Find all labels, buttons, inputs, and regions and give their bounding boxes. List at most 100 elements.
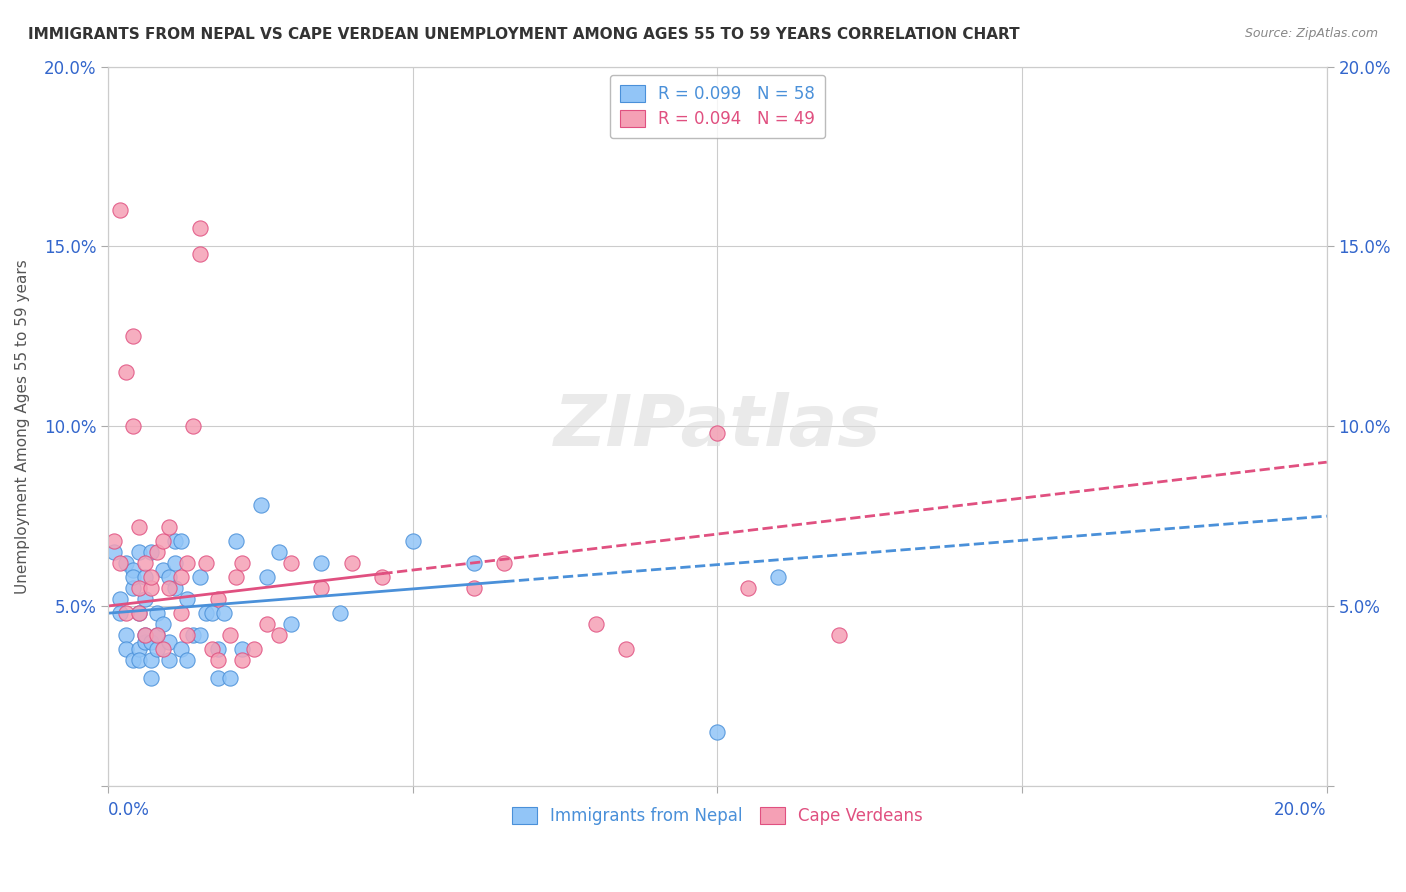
Point [176,653,198,667]
Point [134,628,156,642]
Point [110,556,132,570]
Point [170,570,193,584]
Point [110,591,132,606]
Point [152,617,174,632]
Point [121,329,143,343]
Point [201,642,224,657]
Point [146,628,169,642]
Point [188,221,211,235]
Point [188,246,211,260]
Point [201,606,224,620]
Point [828,628,851,642]
Point [115,606,138,620]
Point [134,628,156,642]
Point [231,556,253,570]
Point [121,563,143,577]
Point [207,591,229,606]
Point [128,581,150,595]
Point [115,556,138,570]
Point [207,642,229,657]
Point [103,545,125,559]
Text: IMMIGRANTS FROM NEPAL VS CAPE VERDEAN UNEMPLOYMENT AMONG AGES 55 TO 59 YEARS COR: IMMIGRANTS FROM NEPAL VS CAPE VERDEAN UN… [28,27,1019,42]
Point [157,635,180,649]
Point [115,365,138,379]
Point [706,426,728,441]
Point [371,570,394,584]
Point [139,545,162,559]
Point [128,606,150,620]
Point [249,498,271,512]
Point [146,545,169,559]
Point [176,556,198,570]
Point [207,671,229,685]
Point [463,556,485,570]
Point [280,617,302,632]
Point [157,581,180,595]
Point [188,628,211,642]
Legend: Immigrants from Nepal, Cape Verdeans: Immigrants from Nepal, Cape Verdeans [502,797,932,835]
Point [128,642,150,657]
Point [170,642,193,657]
Point [176,591,198,606]
Text: 20.0%: 20.0% [1274,800,1327,819]
Point [139,653,162,667]
Point [139,671,162,685]
Text: ZIPatlas: ZIPatlas [554,392,882,460]
Point [139,635,162,649]
Point [243,642,266,657]
Point [183,419,205,434]
Point [329,606,352,620]
Point [256,570,278,584]
Point [256,617,278,632]
Point [165,581,187,595]
Point [170,606,193,620]
Point [134,635,156,649]
Point [231,642,253,657]
Point [737,581,759,595]
Point [152,563,174,577]
Point [110,203,132,218]
Point [134,591,156,606]
Point [165,534,187,549]
Point [194,556,217,570]
Point [494,556,516,570]
Point [128,520,150,534]
Point [157,570,180,584]
Point [340,556,363,570]
Y-axis label: Unemployment Among Ages 55 to 59 years: Unemployment Among Ages 55 to 59 years [15,259,30,593]
Point [121,419,143,434]
Point [121,570,143,584]
Point [212,606,235,620]
Point [139,581,162,595]
Point [128,653,150,667]
Point [103,534,125,549]
Point [207,653,229,667]
Point [152,534,174,549]
Point [183,628,205,642]
Point [110,606,132,620]
Point [134,570,156,584]
Point [139,570,162,584]
Point [115,628,138,642]
Point [165,556,187,570]
Point [128,606,150,620]
Point [128,545,150,559]
Point [614,642,637,657]
Point [219,671,242,685]
Point [157,653,180,667]
Point [176,628,198,642]
Point [152,642,174,657]
Point [402,534,425,549]
Point [225,570,247,584]
Point [134,556,156,570]
Point [157,520,180,534]
Point [706,724,728,739]
Point [146,642,169,657]
Point [121,581,143,595]
Point [219,628,242,642]
Point [280,556,302,570]
Point [115,642,138,657]
Text: Source: ZipAtlas.com: Source: ZipAtlas.com [1244,27,1378,40]
Point [311,581,333,595]
Point [188,570,211,584]
